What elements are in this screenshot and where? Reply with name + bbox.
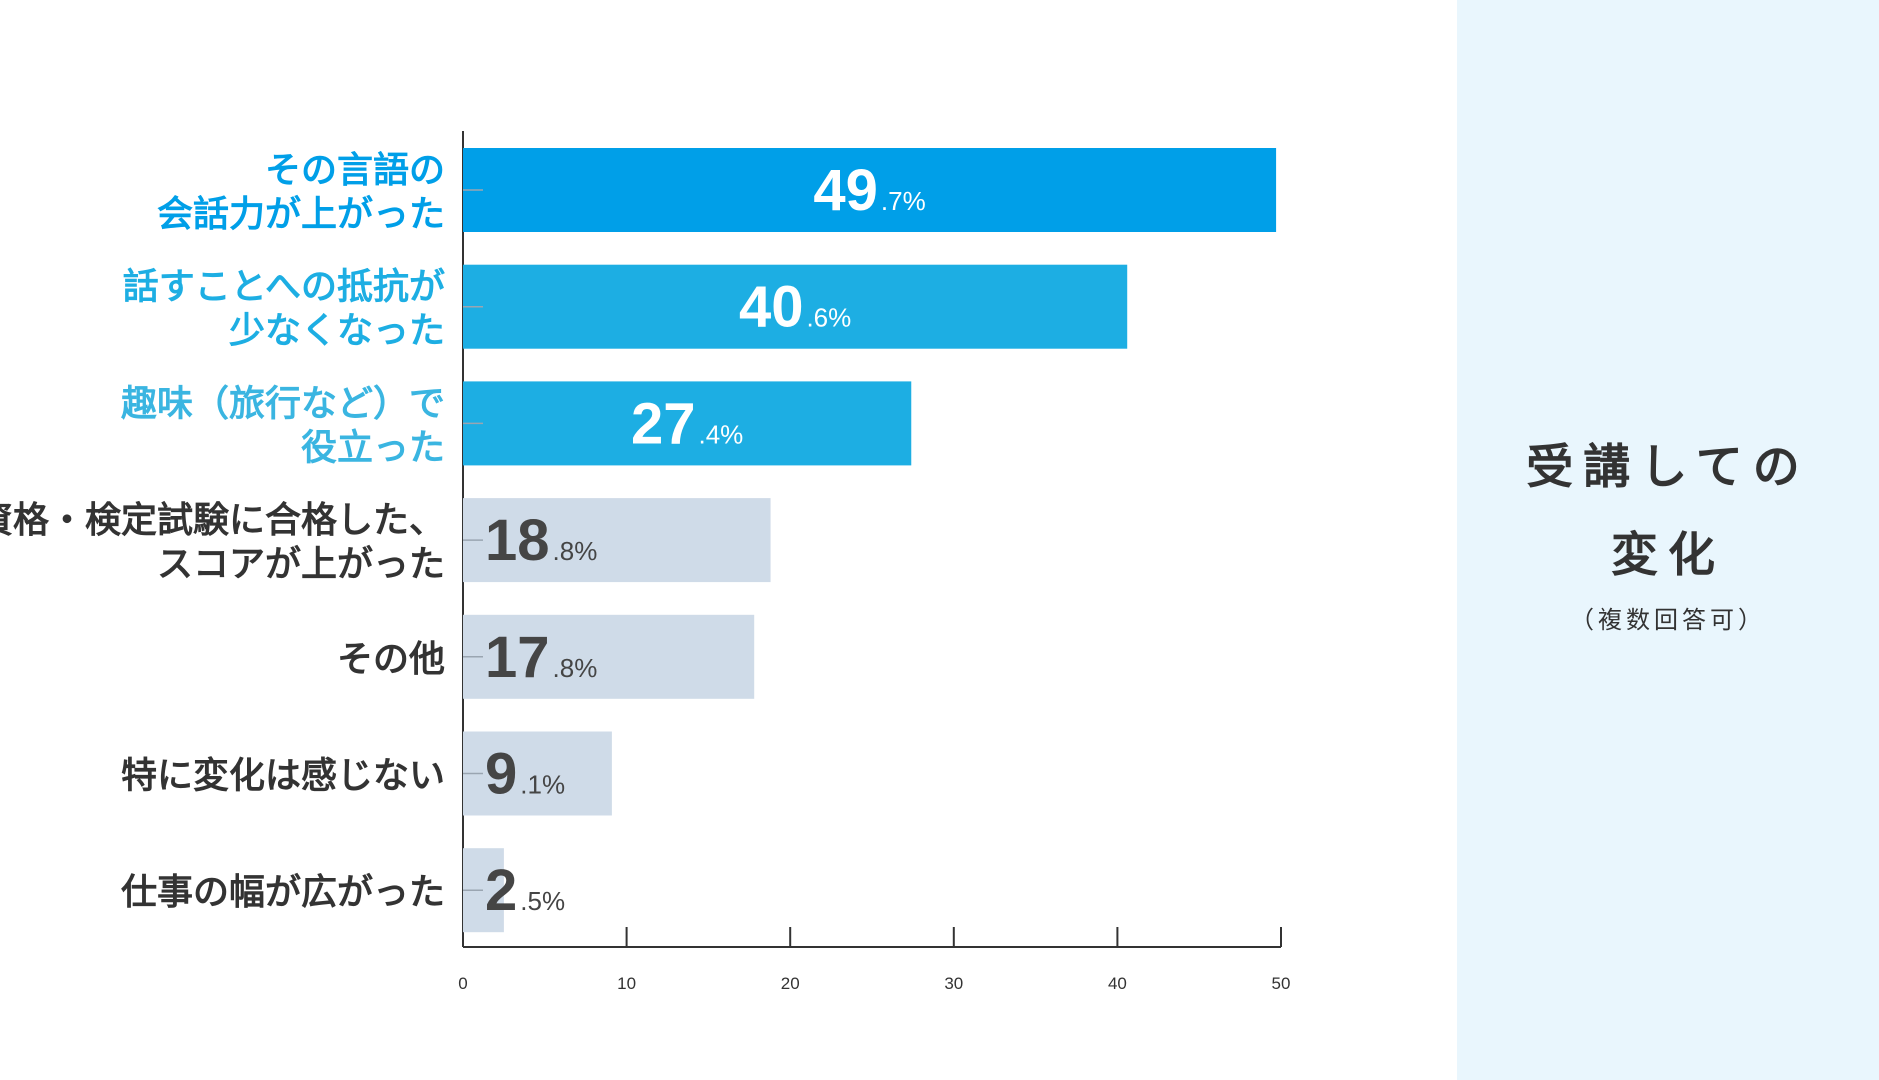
category-label: その他 (337, 639, 445, 680)
category-label: 会話力が上がった (157, 194, 445, 235)
value-label: 2.5% (485, 858, 565, 923)
category-label: 仕事の幅が広がった (121, 872, 445, 913)
bar (463, 381, 912, 466)
panel-note: （複数回答可） (1570, 606, 1766, 634)
category-label: 少なくなった (229, 311, 445, 352)
category-label: スコアが上がった (157, 544, 445, 585)
bar (463, 731, 612, 816)
value-label: 9.1% (485, 742, 565, 807)
bar (463, 148, 1277, 232)
category-label: 趣味（旅行など）で (121, 383, 445, 424)
category-label: 特に変化は感じない (121, 755, 445, 797)
x-tick-label: 40 (1108, 974, 1127, 993)
panel-title-line-1: 受講しての (1526, 440, 1810, 495)
x-tick-label: 20 (781, 974, 800, 993)
side-panel: 受講しての 変化 （複数回答可） (1457, 0, 1879, 1080)
bar (463, 264, 1128, 349)
bar (463, 614, 755, 699)
value-label: 18.8% (485, 508, 597, 573)
x-tick-label: 10 (617, 974, 636, 993)
x-tick-label: 0 (458, 974, 467, 993)
category-label: その言語の (265, 150, 445, 191)
category-label: 話すことへの抵抗が (123, 266, 445, 308)
value-label: 40.6% (739, 275, 851, 340)
x-tick-label: 50 (1272, 974, 1291, 993)
bar (463, 498, 771, 583)
value-label: 27.4% (631, 391, 743, 456)
category-label: 役立った (301, 427, 445, 468)
category-label: 資格・検定試験に合格した、 (0, 500, 445, 541)
panel-title-line-2: 変化 (1611, 528, 1725, 583)
x-tick-label: 30 (944, 974, 963, 993)
value-label: 17.8% (485, 625, 597, 690)
value-label: 49.7% (813, 158, 925, 223)
